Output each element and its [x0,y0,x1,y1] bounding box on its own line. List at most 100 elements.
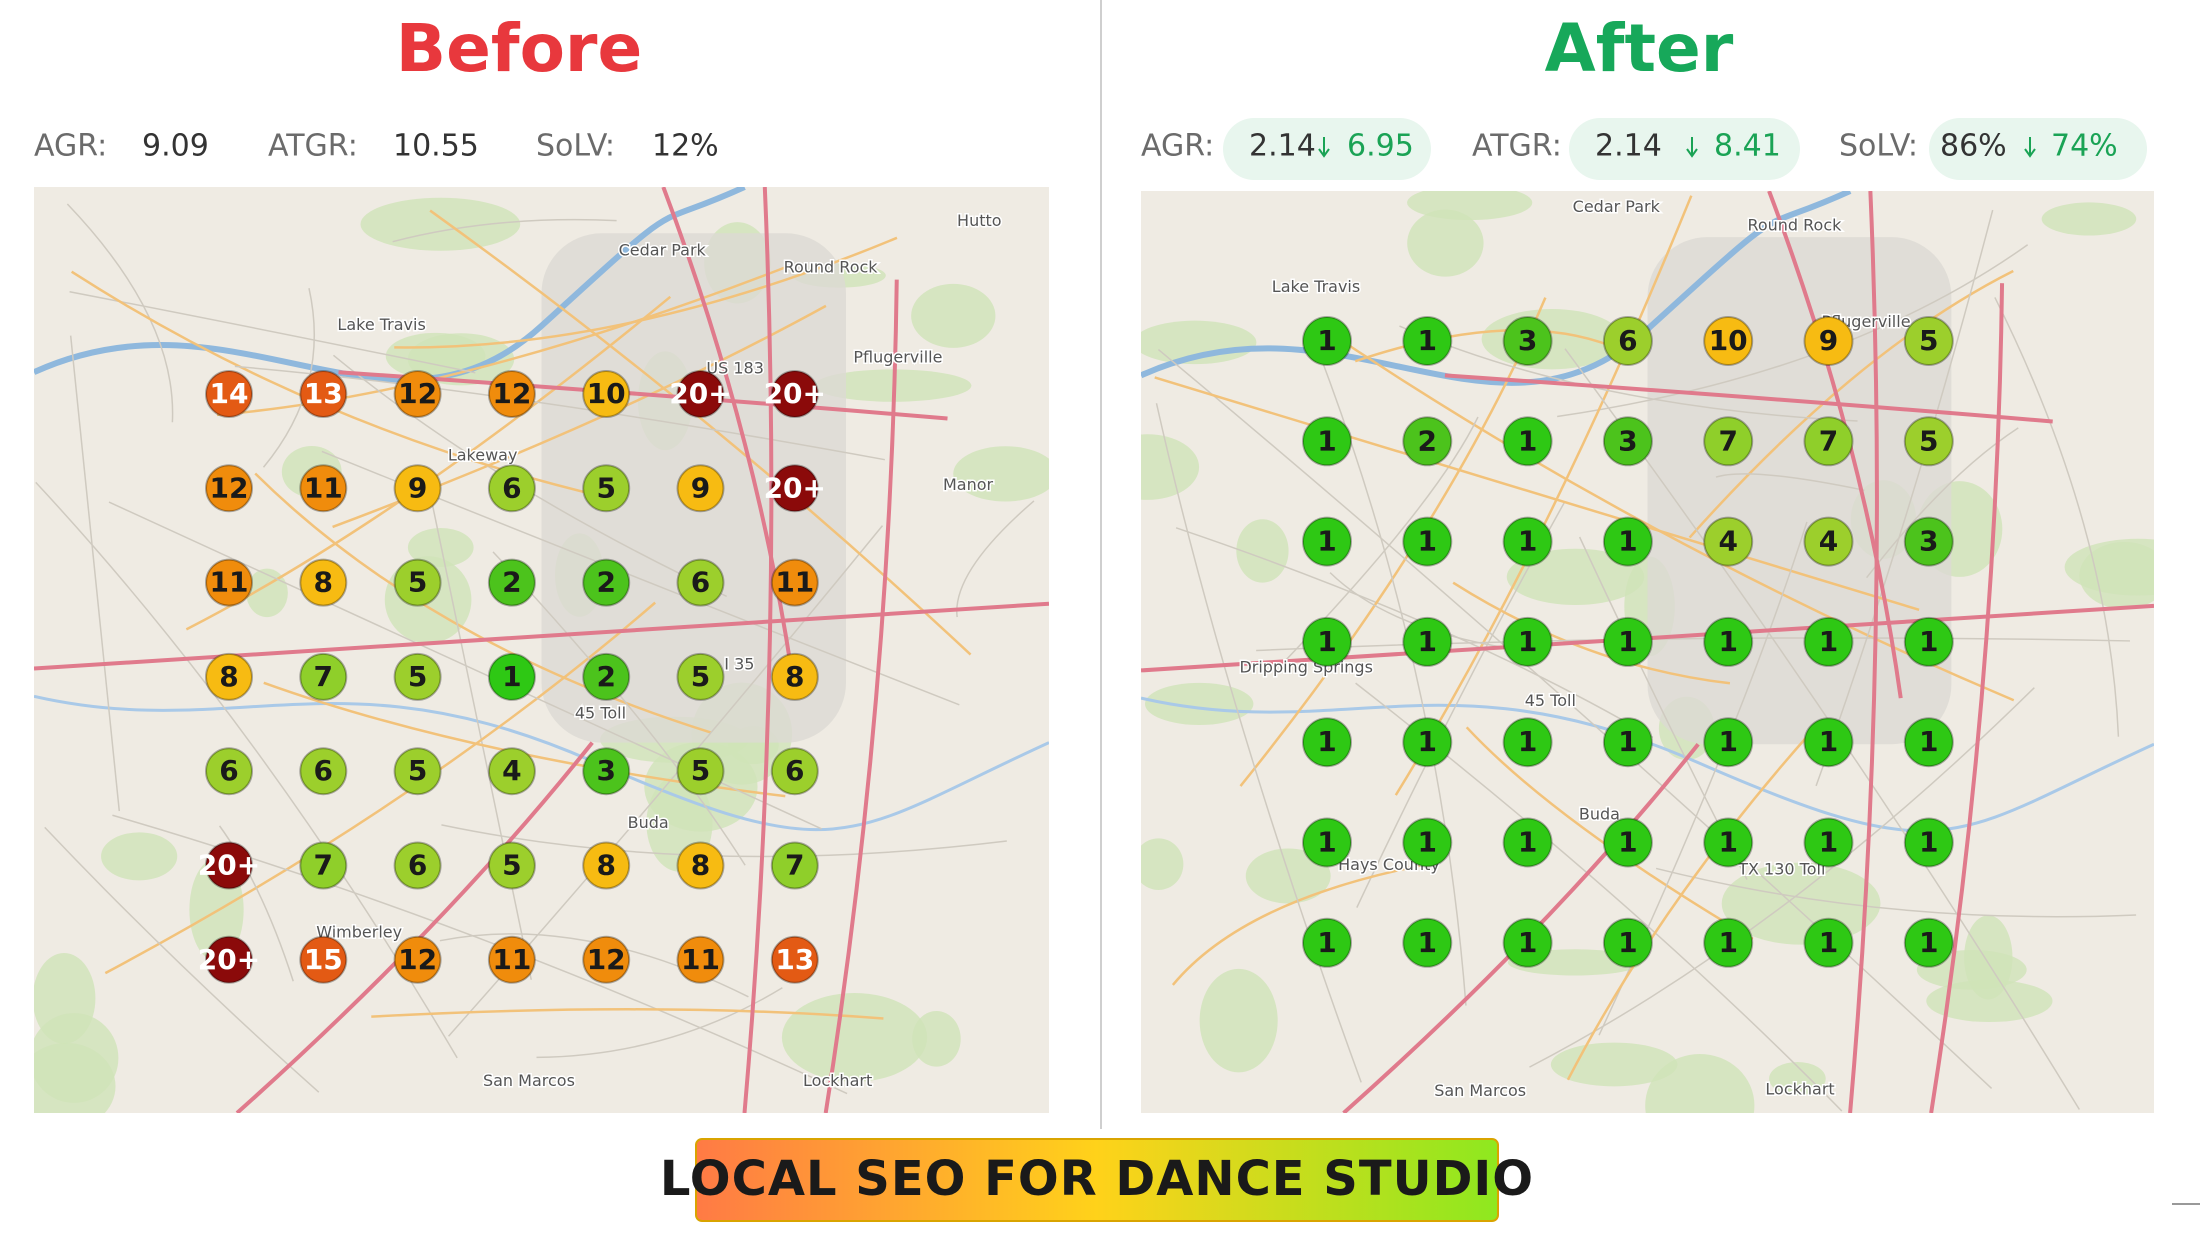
improvement-arrow [1318,137,1330,158]
rank-value: 12 [587,943,626,976]
rank-value: 1 [1418,926,1437,959]
park [953,446,1049,502]
rank-value: 1 [1518,725,1537,758]
road [371,1008,884,1020]
rank-pin [770,935,819,984]
rank-value: 9 [1819,324,1838,357]
road [254,472,712,734]
rank-value: 5 [408,754,427,787]
rank-pin [205,747,253,796]
rank-pin [1502,817,1553,868]
rank-value: 2 [502,566,521,599]
rank-value: 3 [1518,324,1537,357]
rank-pin [1803,917,1854,968]
metric-value: 9.09 [142,129,209,164]
rank-pin [582,370,631,418]
highway [34,601,1049,671]
rank-pin [1402,416,1453,467]
rank-pin [1402,917,1453,968]
rank-pin [393,464,442,513]
park [101,832,178,881]
map-label: Hutto [957,211,1002,230]
map-label: Wimberley [316,922,402,941]
improvement-arrow [2024,137,2036,158]
rank-pin [676,464,725,513]
rank-pin [1703,616,1754,667]
rank-value: 6 [502,471,521,504]
map-label: Round Rock [784,257,879,276]
rank-pin [1803,516,1854,567]
rank-value: 1 [1518,926,1537,959]
map-label: Lockhart [803,1071,872,1090]
road [1157,348,1993,1089]
rank-value: 2 [596,566,615,599]
rank-pin [487,841,536,890]
rank-value: 1 [1618,926,1637,959]
map-label: Cedar Park [1573,197,1661,216]
rank-pin [1903,516,1954,567]
road [216,266,787,417]
rank-pin [487,464,536,513]
rank-value: 1 [1919,625,1938,658]
rank-value: 1 [1317,926,1336,959]
rank-pin [1502,316,1553,366]
rank-pin [770,370,819,418]
rank-value: 9 [691,471,710,504]
rank-value: 13 [775,943,814,976]
rank-value: 10 [1709,324,1748,357]
rank-pin [1703,717,1754,768]
rank-value: 13 [304,377,343,410]
rank-value: 1 [502,660,521,693]
rank-value: 3 [1618,424,1637,457]
road [492,551,746,866]
rank-value: 5 [408,660,427,693]
rank-value: 5 [691,660,710,693]
rank-value: 6 [219,754,238,787]
rank-value: 12 [210,471,249,504]
rank-pin [582,935,631,984]
rank-pin [582,652,631,701]
rank-value: 5 [596,471,615,504]
rank-pin [1302,416,1352,467]
rank-value: 7 [1819,424,1838,457]
banner [695,1138,1499,1222]
map-label: Manor [943,475,994,494]
road [1655,867,2137,918]
road [1354,329,1624,363]
rank-value: 1 [1919,725,1938,758]
road [1688,269,2014,539]
metric-pill [1569,118,1800,180]
rank-value: 12 [398,943,437,976]
rank-pin [1803,616,1854,667]
rank-pin [582,464,631,513]
map-label: Lake Travis [1272,277,1360,296]
rank-value: 14 [210,377,249,410]
rank-value: 6 [691,566,710,599]
river [34,187,746,383]
rank-value: 20+ [198,943,260,976]
road [1866,427,2019,579]
road [1815,209,1994,787]
rank-value: 8 [314,566,333,599]
rank-value: 8 [596,849,615,882]
rank-value: 1 [1518,625,1537,658]
road [66,203,174,423]
road [1155,403,1362,1083]
rank-pin [299,464,348,513]
rank-value: 1 [1718,926,1737,959]
rank-pin [1703,316,1754,366]
rank-pin [1602,516,1653,567]
rank-value: 20+ [198,849,260,882]
rank-pin [1402,717,1453,768]
rank-pin [1502,917,1553,968]
rank-value: 1 [1718,625,1737,658]
rank-pin [1602,817,1653,868]
rank-pin [487,747,536,796]
rank-value: 5 [502,849,521,882]
metric-label: ATGR: [268,129,358,164]
park [1236,519,1289,583]
rank-value: 6 [785,754,804,787]
rank-value: 11 [492,943,531,976]
highway [235,741,594,1113]
rank-value: 1 [1418,826,1437,859]
